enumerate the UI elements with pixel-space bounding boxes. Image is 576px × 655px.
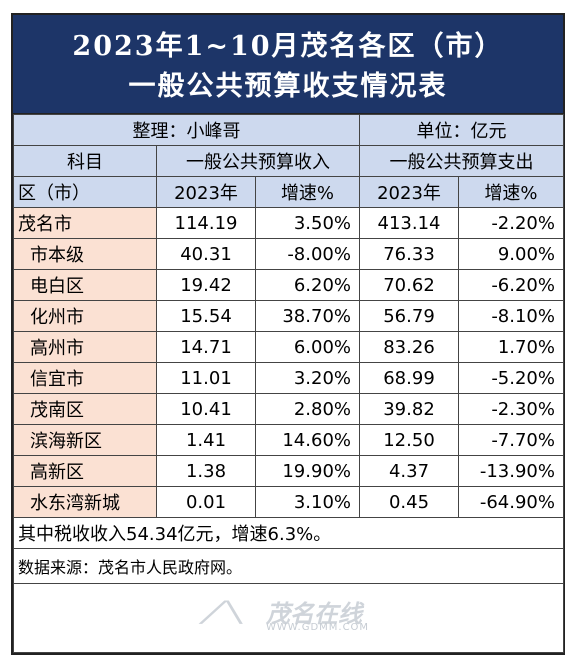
expense-growth: -7.70% (458, 424, 564, 456)
revenue-growth: 19.90% (255, 455, 360, 487)
revenue-growth: -8.00% (255, 238, 360, 270)
expense-value: 56.79 (359, 300, 459, 332)
watermark-brand: 茂名在线 (266, 600, 362, 628)
expense-value: 0.45 (359, 486, 459, 518)
revenue-growth: 2.80% (255, 393, 360, 425)
note-row: 其中税收收入54.34亿元，增速6.3%。 (13, 517, 564, 549)
table-row: 信宜市 11.01 3.20% 68.99 -5.20% (13, 362, 564, 394)
expense-value: 4.37 (359, 455, 459, 487)
table-row: 茂名市 114.19 3.50% 413.14 -2.20% (13, 207, 564, 239)
table-row: 滨海新区 1.41 14.60% 12.50 -7.70% (13, 424, 564, 456)
title-line-1: 2023年1~10月茂名各区（市） (72, 31, 504, 62)
watermark-url: WWW.GDMM.COM (266, 622, 370, 633)
revenue-value: 114.19 (156, 207, 256, 239)
revenue-value: 14.71 (156, 331, 256, 363)
watermark-logo-icon: ⟋⟍ (200, 596, 242, 631)
revenue-value: 11.01 (156, 362, 256, 394)
expense-group-header: 一般公共预算支出 (359, 145, 564, 177)
group-header-row: 科目 一般公共预算收入 一般公共预算支出 (13, 145, 564, 177)
source-row: 数据来源：茂名市人民政府网。 (13, 548, 564, 584)
region-name: 信宜市 (13, 362, 157, 394)
revenue-group-header: 一般公共预算收入 (156, 145, 360, 177)
revenue-value: 10.41 (156, 393, 256, 425)
expense-year-header: 2023年 (359, 176, 459, 208)
expense-growth: -13.90% (458, 455, 564, 487)
region-name: 高州市 (13, 331, 157, 363)
table-title: 2023年1~10月茂名各区（市） 一般公共预算收支情况表 (13, 15, 563, 114)
revenue-growth: 14.60% (255, 424, 360, 456)
region-header: 区（市） (13, 176, 157, 208)
table-row: 茂南区 10.41 2.80% 39.82 -2.30% (13, 393, 564, 425)
meta-row: 整理：小峰哥 单位：亿元 (13, 114, 564, 146)
title-line-2: 一般公共预算收支情况表 (128, 71, 448, 102)
revenue-value: 1.41 (156, 424, 256, 456)
unit-cell: 单位：亿元 (359, 114, 564, 146)
revenue-value: 40.31 (156, 238, 256, 270)
region-name: 茂名市 (13, 207, 157, 239)
expense-growth: -8.10% (458, 300, 564, 332)
subject-header: 科目 (13, 145, 157, 177)
expense-value: 12.50 (359, 424, 459, 456)
table-row: 化州市 15.54 38.70% 56.79 -8.10% (13, 300, 564, 332)
expense-growth-header: 增速% (458, 176, 564, 208)
revenue-growth: 6.20% (255, 269, 360, 301)
region-name: 滨海新区 (13, 424, 157, 456)
column-header-row: 区（市） 2023年 增速% 2023年 增速% (13, 176, 564, 208)
revenue-value: 1.38 (156, 455, 256, 487)
revenue-growth-header: 增速% (255, 176, 360, 208)
region-name: 水东湾新城 (13, 486, 157, 518)
expense-value: 39.82 (359, 393, 459, 425)
expense-growth: -64.90% (458, 486, 564, 518)
table-row: 高州市 14.71 6.00% 83.26 1.70% (13, 331, 564, 363)
expense-value: 68.99 (359, 362, 459, 394)
tax-note: 其中税收收入54.34亿元，增速6.3%。 (13, 517, 564, 549)
expense-growth: 1.70% (458, 331, 564, 363)
expense-value: 70.62 (359, 269, 459, 301)
expense-growth: 9.00% (458, 238, 564, 270)
revenue-growth: 38.70% (255, 300, 360, 332)
expense-value: 76.33 (359, 238, 459, 270)
table-row: 水东湾新城 0.01 3.10% 0.45 -64.90% (13, 486, 564, 518)
data-source: 数据来源：茂名市人民政府网。 (13, 548, 564, 584)
revenue-growth: 6.00% (255, 331, 360, 363)
watermark: ⟋⟍ 茂名在线 WWW.GDMM.COM (200, 596, 400, 636)
expense-value: 83.26 (359, 331, 459, 363)
expense-growth: -6.20% (458, 269, 564, 301)
budget-table: 整理：小峰哥 单位：亿元 科目 一般公共预算收入 一般公共预算支出 区（市） 2… (13, 114, 564, 653)
budget-table-card: 2023年1~10月茂名各区（市） 一般公共预算收支情况表 整理：小峰哥 单位：… (11, 13, 565, 655)
revenue-year-header: 2023年 (156, 176, 256, 208)
table-row: 高新区 1.38 19.90% 4.37 -13.90% (13, 455, 564, 487)
region-name: 茂南区 (13, 393, 157, 425)
expense-growth: -5.20% (458, 362, 564, 394)
revenue-value: 19.42 (156, 269, 256, 301)
table-row: 电白区 19.42 6.20% 70.62 -6.20% (13, 269, 564, 301)
revenue-value: 15.54 (156, 300, 256, 332)
expense-growth: -2.30% (458, 393, 564, 425)
revenue-growth: 3.10% (255, 486, 360, 518)
revenue-value: 0.01 (156, 486, 256, 518)
table-row: 市本级 40.31 -8.00% 76.33 9.00% (13, 238, 564, 270)
revenue-growth: 3.20% (255, 362, 360, 394)
region-name: 化州市 (13, 300, 157, 332)
revenue-growth: 3.50% (255, 207, 360, 239)
expense-value: 413.14 (359, 207, 459, 239)
region-name: 市本级 (13, 238, 157, 270)
region-name: 电白区 (13, 269, 157, 301)
region-name: 高新区 (13, 455, 157, 487)
compiler-cell: 整理：小峰哥 (13, 114, 360, 146)
expense-growth: -2.20% (458, 207, 564, 239)
